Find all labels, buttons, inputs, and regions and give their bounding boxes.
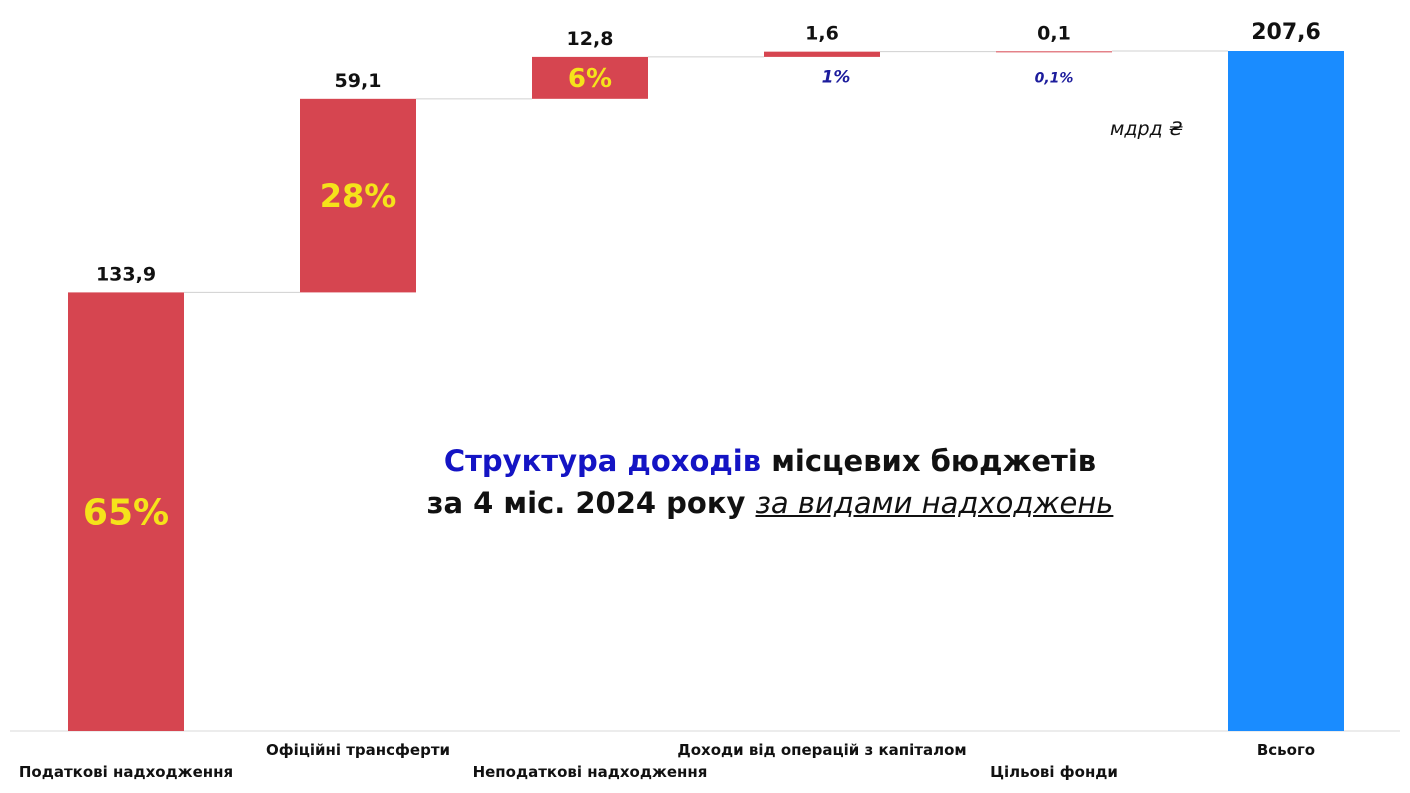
bar-2 (300, 98, 416, 293)
title-period: за 4 міс. 2024 року (426, 486, 756, 520)
category-label-6: Всього (1257, 741, 1315, 759)
share-label-3: 6% (568, 64, 612, 94)
title-rest: місцевих бюджетів (761, 444, 1097, 478)
value-label-2: 59,1 (335, 70, 382, 92)
share-label-2: 28% (320, 177, 397, 215)
value-label-1: 133,9 (96, 263, 156, 285)
bar-4 (764, 51, 880, 57)
title-subtitle: за видами надходжень (755, 486, 1114, 520)
title-line-1: Структура доходів місцевих бюджетів (420, 440, 1120, 482)
title-accent: Структура доходів (443, 444, 762, 478)
bar-6 (1228, 51, 1344, 731)
category-label-4: Доходи від операцій з капіталом (677, 741, 966, 759)
value-label-3: 12,8 (567, 28, 614, 50)
value-label-6: 207,6 (1251, 20, 1321, 45)
bar-5 (996, 51, 1112, 53)
category-label-2: Офіційні трансферти (266, 741, 450, 759)
value-label-4: 1,6 (805, 23, 839, 45)
bar-3 (532, 56, 648, 99)
category-label-5: Цільові фонди (990, 763, 1118, 781)
share-label-4: 1% (822, 68, 851, 88)
title-line-2: за 4 міс. 2024 року за видами надходжень (420, 482, 1120, 524)
share-label-1: 65% (83, 493, 169, 534)
category-label-1: Податкові надходження (19, 763, 233, 781)
share-label-5: 0,1% (1035, 70, 1074, 86)
bar-1 (68, 292, 184, 731)
chart-title: Структура доходів місцевих бюджетів за 4… (420, 440, 1120, 524)
category-label-3: Неподаткові надходження (473, 763, 708, 781)
unit-label: мдрд ₴ (1110, 118, 1184, 140)
value-label-5: 0,1 (1037, 22, 1071, 44)
